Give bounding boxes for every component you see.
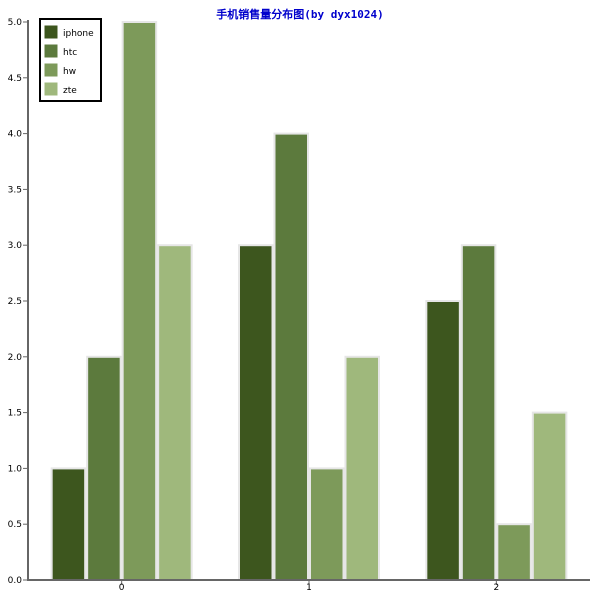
bar-htc-1	[273, 132, 309, 581]
y-tick-label: 1.5	[8, 409, 22, 419]
bar-hw-1	[309, 467, 345, 581]
bar-iphone-2	[425, 300, 461, 581]
bars-group	[50, 21, 568, 582]
x-tick-label: 1	[306, 583, 312, 593]
bar-zte-1	[344, 355, 380, 581]
y-tick-label: 4.5	[8, 74, 22, 84]
y-tick-label: 0.0	[8, 576, 23, 586]
y-axis: 0.0 0.5 1.0 1.5 2.0 2.5 3.0 3.5 4.0 4.5 5.0	[8, 18, 29, 586]
bar-iphone-0	[50, 467, 87, 581]
y-tick-label: 0.5	[8, 520, 22, 530]
y-tick-label: 3.5	[8, 185, 22, 195]
legend-swatch-iphone	[43, 24, 59, 40]
y-tick-label: 3.0	[8, 241, 23, 251]
x-tick-label: 0	[119, 583, 125, 593]
legend-swatch-zte	[43, 81, 59, 97]
x-tick-label: 2	[493, 583, 499, 593]
bar-iphone-1	[238, 244, 274, 581]
legend-label-iphone: iphone	[63, 29, 94, 39]
y-tick-label: 1.0	[8, 464, 23, 474]
y-tick-label: 5.0	[8, 18, 23, 28]
legend-label-hw: hw	[63, 67, 76, 77]
bar-zte-2	[531, 411, 568, 581]
chart-title: 手机销售量分布图(by dyx1024)	[216, 7, 383, 21]
legend-swatch-hw	[43, 62, 59, 78]
bar-htc-2	[460, 244, 497, 581]
y-tick-label: 2.5	[8, 297, 22, 307]
y-tick-label: 2.0	[8, 353, 23, 363]
x-axis: 0 1 2	[27, 579, 590, 593]
bar-zte-0	[157, 244, 193, 581]
legend-label-htc: htc	[63, 48, 77, 58]
bar-hw-0	[121, 21, 158, 581]
bar-htc-0	[86, 355, 122, 581]
y-tick-label: 4.0	[8, 130, 23, 140]
legend-swatch-htc	[43, 43, 59, 59]
legend: iphone htc hw zte	[39, 18, 102, 102]
bar-hw-2	[496, 523, 532, 582]
legend-label-zte: zte	[63, 86, 77, 96]
